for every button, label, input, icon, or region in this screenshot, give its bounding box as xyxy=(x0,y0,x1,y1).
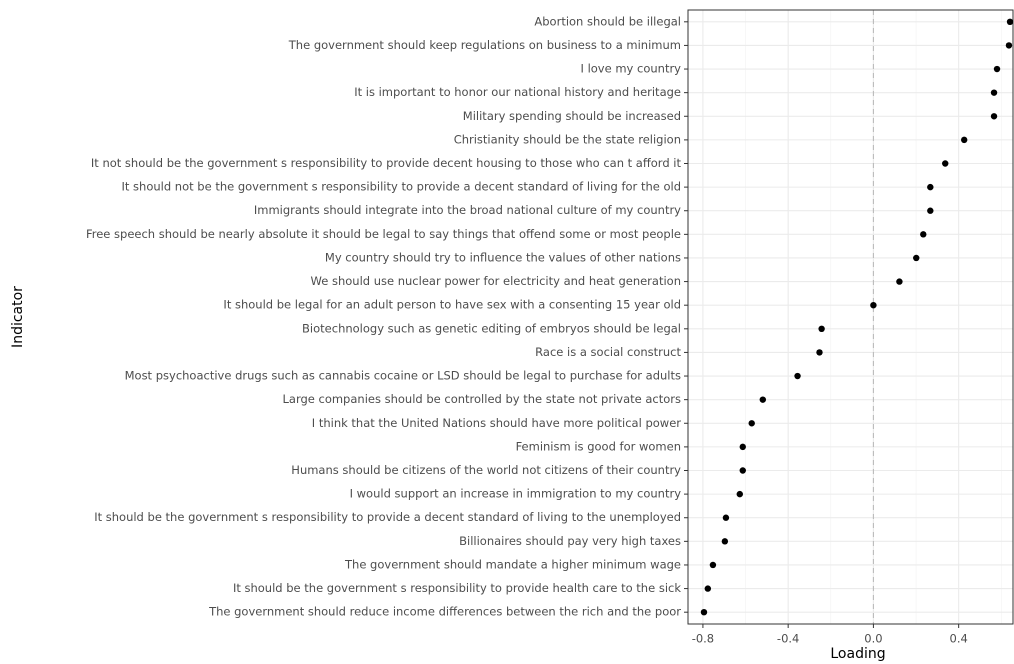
y-tick-label: Most psychoactive drugs such as cannabis… xyxy=(125,369,681,383)
y-tick-label: Military spending should be increased xyxy=(463,109,681,123)
y-tick-label: Immigrants should integrate into the bro… xyxy=(254,203,681,217)
y-tick-label: It not should be the government s respon… xyxy=(91,156,682,170)
x-tick-label: -0.8 xyxy=(692,632,714,646)
point xyxy=(739,443,746,451)
point xyxy=(736,490,743,498)
y-tick-label: Race is a social construct xyxy=(535,345,681,359)
point xyxy=(990,113,998,120)
point xyxy=(927,207,934,214)
y-tick-label: I would support an increase in immigrati… xyxy=(350,487,682,501)
point xyxy=(794,372,801,380)
point xyxy=(913,254,920,262)
point xyxy=(739,467,746,474)
y-tick-label: Humans should be citizens of the world n… xyxy=(291,463,681,477)
point xyxy=(870,301,877,309)
y-tick-label: Abortion should be illegal xyxy=(534,14,681,28)
y-tick-label: Biotechnology such as genetic editing of… xyxy=(302,321,681,335)
panel-border xyxy=(687,9,1014,625)
point xyxy=(818,325,825,333)
point xyxy=(816,349,823,356)
y-tick-label: My country should try to influence the v… xyxy=(325,250,681,264)
point xyxy=(993,65,1001,73)
point xyxy=(721,538,729,545)
y-tick-label: It should be legal for an adult person t… xyxy=(223,298,681,312)
y-tick-label: It is important to honor our national hi… xyxy=(354,85,681,99)
point xyxy=(748,420,755,427)
y-tick-label: I think that the United Nations should h… xyxy=(312,416,681,430)
y-tick-label: Large companies should be controlled by … xyxy=(282,392,681,406)
y-tick-label: Free speech should be nearly absolute it… xyxy=(86,227,681,241)
point xyxy=(990,89,998,96)
y-tick-label: Christianity should be the state religio… xyxy=(454,132,681,146)
point xyxy=(942,160,949,167)
y-tick-label: It should be the government s responsibi… xyxy=(94,510,681,524)
point xyxy=(722,514,730,521)
y-tick-label: We should use nuclear power for electric… xyxy=(311,274,681,288)
y-tick-label: Billionaires should pay very high taxes xyxy=(459,534,681,548)
y-axis-title: Indicator xyxy=(10,286,26,348)
point xyxy=(960,136,968,144)
x-tick-label: 0.0 xyxy=(864,632,882,646)
point xyxy=(759,396,767,403)
y-tick-label: The government should reduce income diff… xyxy=(208,605,681,619)
x-tick-label: 0.4 xyxy=(950,632,968,646)
point xyxy=(709,561,717,569)
point xyxy=(704,585,712,592)
y-tick-label: It should be the government s responsibi… xyxy=(233,581,681,595)
point xyxy=(920,231,927,238)
y-tick-label: I love my country xyxy=(581,62,682,76)
point xyxy=(1005,42,1013,49)
point xyxy=(927,183,934,191)
point xyxy=(700,608,708,616)
point xyxy=(896,278,903,285)
point xyxy=(1006,18,1014,26)
x-axis-title: Loading xyxy=(830,646,885,662)
x-tick-label: -0.4 xyxy=(777,632,799,646)
y-tick-label: It should not be the government s respon… xyxy=(121,180,681,194)
y-tick-label: The government should mandate a higher m… xyxy=(344,557,681,571)
y-tick-label: Feminism is good for women xyxy=(516,439,681,453)
y-tick-label: The government should keep regulations o… xyxy=(288,38,681,52)
